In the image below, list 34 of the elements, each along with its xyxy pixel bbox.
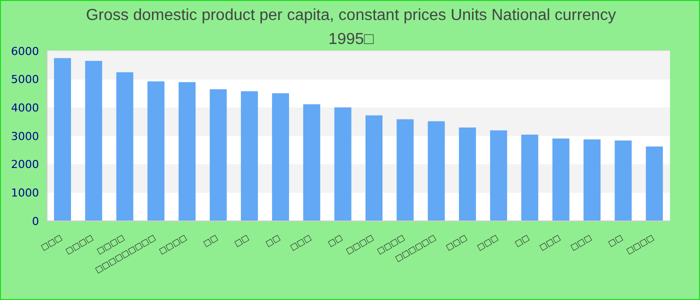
bar [366,115,382,221]
y-tick-label: 2000 [11,158,39,172]
x-tick-label: □□ [606,232,624,248]
bar [85,60,102,221]
bar [54,58,71,221]
bar [428,121,445,221]
y-tick-label: 5000 [11,73,39,86]
bar [490,130,508,221]
y-tick-label: 6000 [11,44,39,58]
bar [458,128,476,221]
x-tick-label: □□ [202,232,220,248]
bar [521,134,538,221]
y-tick-label: 1000 [11,186,39,200]
bar [396,119,414,221]
x-tick-label: □□ [232,232,250,248]
x-tick-label: □□ [326,232,344,248]
y-tick-label: 0 [32,214,39,228]
bar [646,146,663,221]
chart-title: Gross domestic product per capita, constant prices Units National currency 1995□ [84,6,617,50]
bar [272,93,290,221]
bar [240,91,258,221]
bar [178,82,196,221]
x-tick-label: □□ [513,232,531,248]
bar [614,140,632,221]
bar [210,89,227,221]
bar [552,138,570,221]
bar [303,104,320,221]
bar [334,107,352,221]
bar [147,81,164,221]
y-tick-label: 3000 [11,130,39,143]
bar [116,72,134,221]
x-tick-label: □□ [264,232,282,248]
y-tick-label: 4000 [11,102,39,115]
bar [584,139,601,221]
